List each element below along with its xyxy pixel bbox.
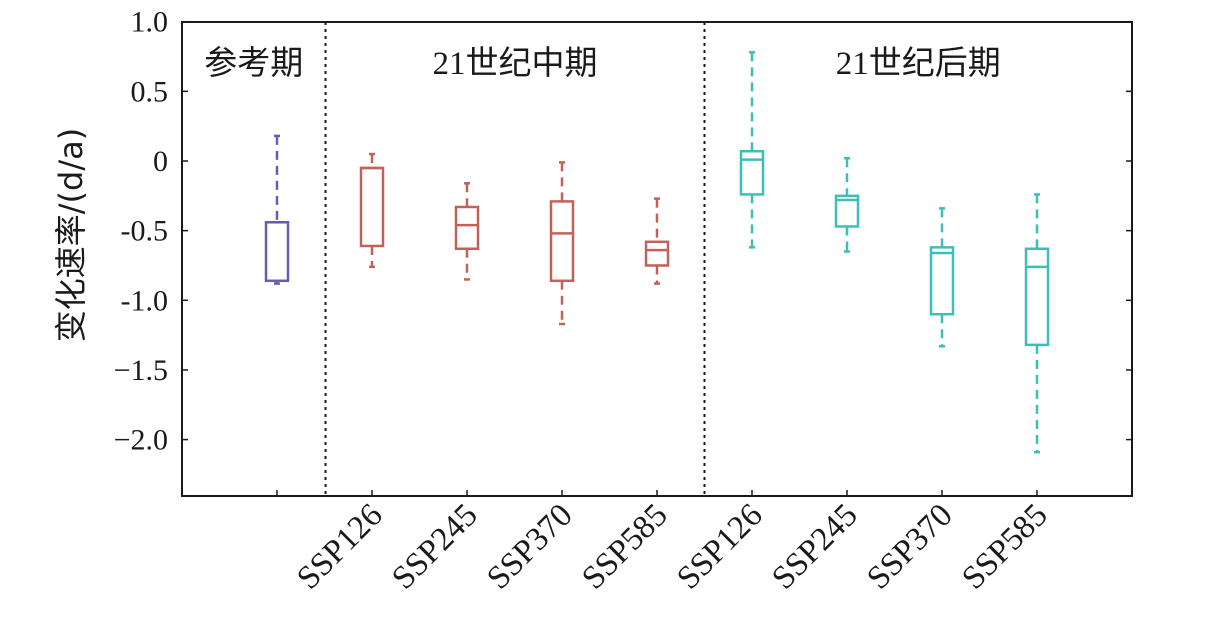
y-tick-label: −2.0 — [114, 424, 168, 457]
group-labels: 参考期 21世纪中期 21世纪后期 — [204, 45, 1001, 82]
y-tick-label: 0.5 — [131, 75, 169, 108]
box-3 — [454, 182, 480, 281]
x-tick-label: SSP126 — [290, 497, 389, 596]
iqr-box — [549, 200, 575, 283]
iqr-box — [644, 240, 670, 267]
box-1 — [264, 134, 290, 285]
x-tick-label: SSP585 — [955, 497, 1054, 596]
box-4 — [549, 161, 575, 326]
iqr-box — [739, 149, 765, 196]
group-label: 参考期 — [204, 45, 303, 82]
box-9 — [1024, 193, 1050, 454]
box-2 — [359, 152, 385, 269]
group-dividers — [324, 22, 706, 496]
box-6 — [739, 51, 765, 249]
iqr-box — [834, 194, 860, 228]
y-tick-labels: 1.0 0.5 0 -0.5 -1.0 −1.5 −2.0 — [114, 6, 168, 457]
box-7 — [834, 156, 860, 253]
y-tick-label: 0 — [153, 145, 168, 178]
y-tick-label: -1.0 — [121, 284, 169, 317]
x-tick-label: SSP126 — [670, 497, 769, 596]
iqr-box — [359, 166, 385, 248]
iqr-box — [929, 246, 955, 316]
box-8 — [929, 207, 955, 348]
x-tick-labels: SSP126SSP245SSP370SSP585SSP126SSP245SSP3… — [290, 497, 1054, 596]
group-label: 21世纪后期 — [836, 45, 1001, 82]
x-tick-label: SSP370 — [480, 497, 579, 596]
plot-frame — [181, 21, 1133, 497]
iqr-box — [264, 221, 290, 283]
y-axis-title: 变化速率/(d/a) — [52, 128, 90, 342]
group-label: 21世纪中期 — [433, 45, 598, 82]
iqr-box — [1024, 247, 1050, 347]
x-tick-label: SSP585 — [575, 497, 674, 596]
iqr-box — [454, 205, 480, 251]
x-tick-label: SSP370 — [860, 497, 959, 596]
y-tick-label: -0.5 — [121, 215, 169, 248]
y-tick-label: 1.0 — [131, 6, 169, 39]
boxes-layer — [264, 51, 1050, 454]
x-tick-label: SSP245 — [385, 497, 484, 596]
x-tick-label: SSP245 — [765, 497, 864, 596]
y-tick-label: −1.5 — [114, 354, 168, 387]
box-5 — [644, 197, 670, 285]
